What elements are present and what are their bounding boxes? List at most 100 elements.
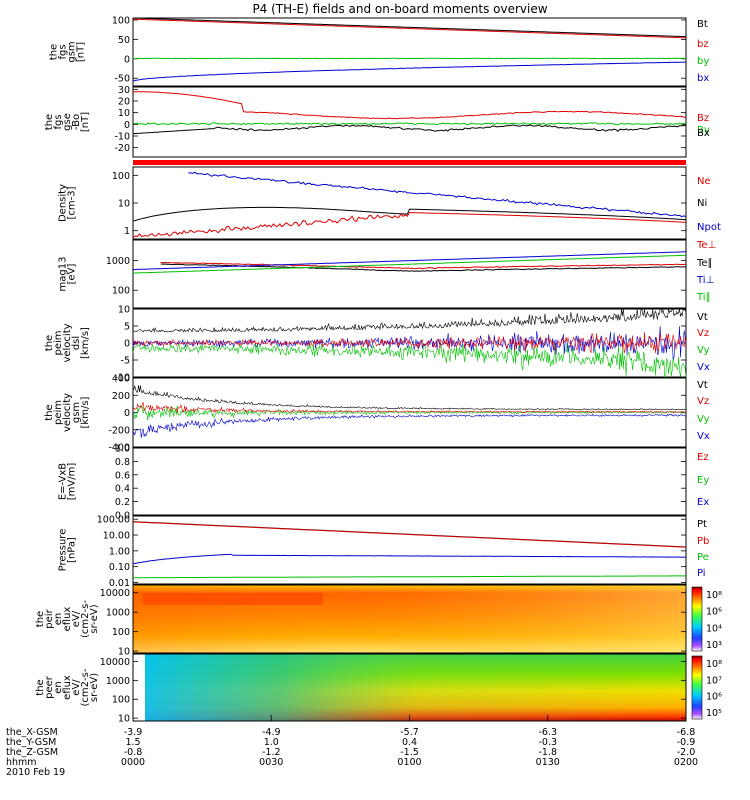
- y-axis-label: -Bo: [71, 114, 82, 130]
- panel-frame: [132, 166, 687, 240]
- y-axis-label: [nT]: [80, 112, 91, 132]
- y-tick-label: -20: [114, 143, 130, 154]
- legend-Vt: Vt: [697, 312, 708, 323]
- x-tick-label: 1.5: [125, 737, 140, 748]
- y-axis-label: [km/s]: [80, 396, 91, 428]
- y-axis-label: Density: [58, 184, 69, 222]
- y-tick-label: 10: [118, 305, 130, 316]
- y-tick-label: 10.00: [103, 531, 130, 542]
- y-tick-label: 10000: [100, 588, 130, 599]
- legend-bz: bz: [697, 39, 709, 50]
- series-Ne: [132, 212, 687, 239]
- legend-Pt: Pt: [697, 519, 707, 530]
- y-axis-label: E=-VxB: [58, 463, 69, 500]
- series-Pi: [132, 553, 686, 565]
- y-tick-label: 1: [124, 226, 130, 237]
- date-label: 2010 Feb 19: [6, 767, 65, 778]
- y-axis-label: en: [53, 613, 64, 626]
- y-tick-label: 0.8: [115, 457, 130, 468]
- y-tick-label: 400: [112, 374, 130, 385]
- y-tick-label: 0.10: [109, 562, 130, 573]
- series-Vt: [133, 308, 687, 333]
- y-axis-label: peim: [53, 330, 64, 355]
- x-tick-label: -0.8: [124, 747, 143, 758]
- legend-Npot: Npot: [697, 222, 721, 233]
- y-axis-label: the: [49, 44, 60, 60]
- x-row-label: the_Y-GSM: [6, 737, 56, 748]
- panel-frame: [132, 86, 687, 158]
- x-tick-label: -2.0: [677, 747, 696, 758]
- legend-Bz: Bz: [697, 113, 709, 124]
- y-tick-label: 1.0: [115, 444, 130, 455]
- y-tick-label: 200: [112, 391, 130, 402]
- y-tick-label: 1000: [106, 256, 130, 267]
- y-axis-label: (cm2-s-: [80, 600, 91, 638]
- series-bz: [133, 18, 687, 39]
- y-tick-label: -200: [108, 425, 130, 436]
- y-tick-label: -10: [114, 132, 130, 143]
- legend-Vy: Vy: [697, 414, 710, 425]
- peer-data-gap: [133, 654, 145, 721]
- panel-temperature: 1000 100 mag13[eV] Te⊥ Te∥ Ti⊥ Ti∥: [58, 239, 716, 309]
- series-Bx: [132, 124, 687, 135]
- series-Vy: [132, 341, 687, 378]
- y-tick-label: -50: [114, 74, 130, 85]
- y-axis-label: [nT]: [76, 42, 87, 62]
- y-tick-label: 1000: [106, 676, 130, 687]
- y-axis-label: eflux: [62, 607, 73, 632]
- y-tick-label: -10: [114, 373, 130, 384]
- peir-peak-band: [143, 593, 323, 605]
- x-tick-label: 0130: [536, 757, 560, 768]
- series-Pe: [133, 575, 686, 579]
- series-Npot: [188, 171, 687, 218]
- legend-Ne: Ne: [697, 176, 711, 187]
- y-axis-label: fgs: [53, 114, 64, 129]
- y-tick-label: 0.6: [115, 470, 130, 481]
- x-tick-label: -1.2: [262, 747, 281, 758]
- legend-Vt: Vt: [697, 380, 708, 391]
- y-tick-label: -5: [121, 356, 130, 367]
- y-axis-label: gse: [62, 113, 73, 131]
- y-axis-label: the: [44, 404, 55, 420]
- y-axis-label: peir: [44, 608, 55, 628]
- y-tick-label: 0: [124, 339, 130, 350]
- x-tick-label: 1.0: [264, 737, 279, 748]
- x-tick-label: 0030: [259, 757, 283, 768]
- panel-peer: 10⁸ 10⁷ 10⁶ 10⁵ 10000 1000 100 10 thepeereneflux…: [35, 653, 722, 725]
- peer-spectrogram-shading: [145, 654, 686, 721]
- colorbar-tick-label: 10⁶: [706, 607, 722, 618]
- panel-peir: 10⁸ 10⁶ 10⁴ 10³ 10000 1000 100 10 thepeireneflux…: [35, 584, 722, 658]
- panel-frame: [132, 447, 687, 516]
- y-tick-label: 0: [124, 54, 130, 65]
- x-tick-label: 0.4: [402, 737, 417, 748]
- x-tick-label: -0.9: [677, 737, 696, 748]
- x-tick-label: -3.9: [124, 727, 143, 738]
- y-tick-label: 0.01: [109, 578, 130, 589]
- y-axis-label: (cm2-s-: [80, 668, 91, 706]
- series-Vz-gsm: [132, 402, 687, 414]
- y-tick-label: 0.2: [115, 497, 130, 508]
- legend-Ex: Ex: [697, 497, 709, 508]
- y-axis-label: eV/: [71, 610, 82, 627]
- panel-pressure: 100.00 10.00 1.00 0.10 0.01 Pressure[nPa] Pt Pb…: [58, 515, 710, 589]
- x-tick-label: 0000: [121, 757, 145, 768]
- x-tick-label: -0.3: [538, 737, 557, 748]
- legend-Pi: Pi: [697, 568, 706, 579]
- series-Ni: [132, 206, 687, 222]
- y-tick-label: 5: [124, 322, 130, 333]
- y-axis-label: gsm: [67, 41, 78, 62]
- y-axis-label: [mV/m]: [67, 463, 78, 501]
- y-tick-label: 50: [118, 35, 130, 46]
- y-axis-label: [km/s]: [80, 327, 91, 359]
- x-tick-label: -5.7: [400, 727, 419, 738]
- y-tick-label: 100: [112, 286, 130, 297]
- y-axis-label: eV/: [71, 679, 82, 696]
- panel-frame: [132, 584, 687, 654]
- legend-Bt: Bt: [697, 19, 708, 30]
- y-axis-label: fgs: [58, 44, 69, 59]
- x-tick-label: -6.8: [677, 727, 696, 738]
- panel-frame: [132, 515, 687, 585]
- y-axis-label: eflux: [62, 675, 73, 700]
- legend-Ti∥: Ti∥: [696, 292, 711, 303]
